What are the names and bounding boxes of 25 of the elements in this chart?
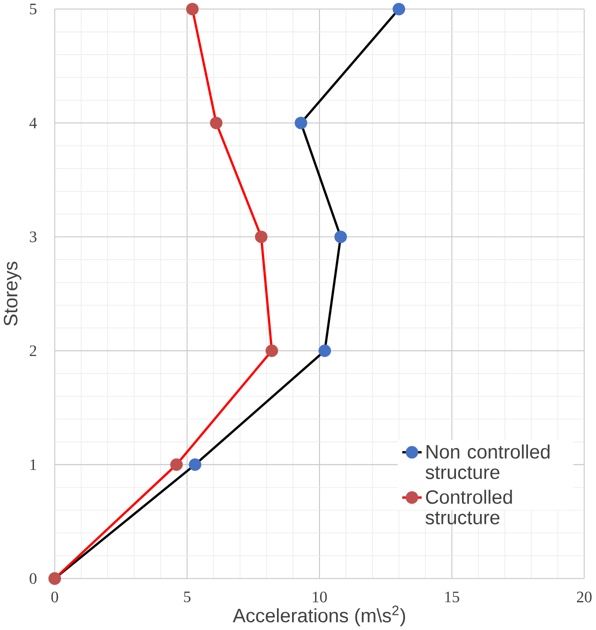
point [334, 230, 347, 244]
point [170, 458, 183, 471]
legend-label: Controlled structure [426, 490, 512, 524]
y-tick-label: 5 [30, 4, 36, 14]
y-tick-label: 4 [29, 118, 37, 128]
y-tick-label: 0 [30, 573, 36, 584]
y-tick-label: 3 [30, 232, 36, 242]
point [266, 344, 278, 357]
x-tick-label: 15 [445, 592, 460, 602]
point [294, 116, 308, 130]
point [210, 116, 222, 130]
point [318, 344, 332, 357]
point [188, 458, 202, 471]
x-tick-label: 20 [576, 592, 592, 602]
x-tick-label: 0 [51, 592, 58, 602]
y-tick-label: 2 [30, 345, 36, 356]
x-tick-label: 10 [312, 592, 327, 602]
legend-label: Non controlled structure [426, 444, 550, 480]
y-tick-label: 1 [30, 459, 36, 470]
point [186, 2, 199, 16]
point [254, 230, 268, 244]
y-axis-title: Storeys [4, 262, 22, 326]
point [392, 2, 406, 16]
x-axis-title: Accelerations (m\s$^{2}$) [232, 606, 406, 626]
x-tick-label: 5 [184, 592, 190, 602]
